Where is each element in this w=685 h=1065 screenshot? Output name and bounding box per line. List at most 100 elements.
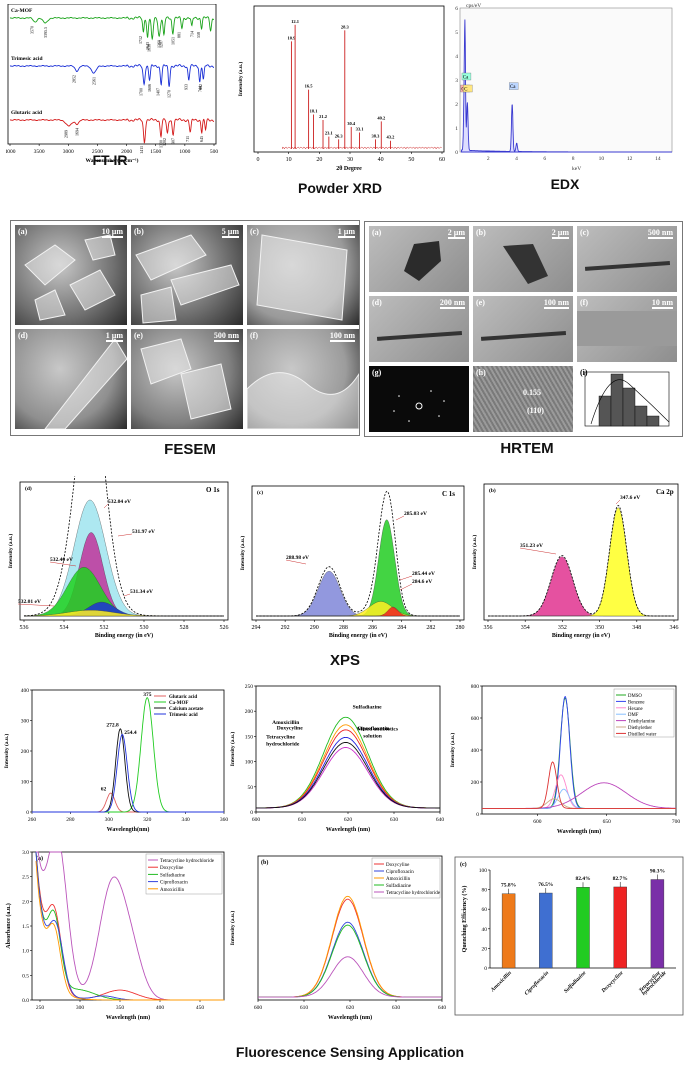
o1s-annot-line — [49, 561, 77, 567]
quench_spectra-series-2 — [258, 895, 442, 998]
ftir-peak-label: 645 — [199, 136, 204, 142]
ftir-chart: 4000 3500 3000 2500 2000 1500 1000 500 Wavenumbe… — [6, 4, 218, 164]
antibiotics-label: Mixed antibiotics — [357, 726, 398, 732]
ca2p-x-tick-label: 352 — [558, 625, 567, 631]
absorbance-legend-label: Ciprofloxacin — [160, 881, 188, 886]
quench-legend-label: Doxycyline — [386, 863, 410, 868]
absorbance-y-tick-label: 2.5 — [22, 875, 29, 881]
solvents-series-4 — [482, 782, 676, 809]
ftir-peak-label: 2561 — [91, 77, 96, 85]
lattice-label: (110) — [527, 406, 544, 415]
ftir-series-name: Trimesic acid — [11, 56, 43, 62]
ftir-peak-label: 2989 — [63, 130, 68, 138]
excitation-y-tick-label: 0 — [26, 810, 29, 816]
edx-x-tick-label: 14 — [655, 156, 661, 162]
antibiotics-xlabel: Wavelength (nm) — [326, 826, 370, 833]
ftir-peak-label: 1202 — [162, 138, 167, 146]
edx-element-tag — [509, 82, 519, 90]
excitation-peak-label: 254.4 — [124, 730, 137, 736]
absorbance-xlabel: Wavelength (nm) — [106, 1014, 150, 1021]
excitation-legend-label: Ca-MOF — [169, 701, 188, 706]
hrtem-figure: (a) 2 µm (b) 2 µm (c) 500 nm (d) 200 nm (e) 100 n… — [364, 221, 683, 437]
excitation-ylabel: Intensity (a.u.) — [3, 734, 10, 769]
edx-y-tick-label: 4 — [455, 54, 458, 60]
hrtem-scale-bar: 10 nm — [651, 298, 673, 309]
quench_spectra-series-1 — [258, 921, 442, 998]
c1s-annot-line — [399, 583, 413, 591]
excitation-legend-label: Trimesic acid — [169, 713, 198, 718]
c1s-x-tick-label: 286 — [368, 625, 377, 631]
hrtem-tile-label: (g) — [372, 368, 382, 377]
o1s-annotation: 532.40 eV — [50, 557, 73, 563]
c1s-annotation: 285.44 eV — [412, 571, 435, 577]
solvents-x-tick-label: 650 — [603, 819, 612, 825]
quench_spectra-ylabel: Intensity (a.u.) — [229, 911, 236, 946]
solvents-legend-label: Triethylamine — [628, 720, 655, 725]
ca2p-panel-label: (b) — [489, 487, 496, 494]
edx-x-tick-label: 8 — [572, 156, 575, 162]
xrd-peak-label: 33.1 — [356, 126, 365, 131]
quenching-y-tick-label: 60 — [482, 907, 488, 913]
xrd-xlabel: 2θ Degree — [336, 166, 362, 172]
absorbance-y-tick-label: 1.0 — [22, 949, 29, 955]
hrtem-rod — [376, 331, 463, 341]
quenching-y-tick-label: 80 — [482, 888, 488, 894]
ftir-peak-label: 682 — [198, 84, 203, 90]
antibiotics-y-tick-label: 150 — [245, 734, 254, 740]
xrd-peak-label: 26.3 — [335, 133, 344, 138]
quench_spectra-panel-label: (b) — [261, 859, 268, 866]
o1s-annotation: 532.04 eV — [108, 499, 131, 505]
hrtem-tile: (c) 500 nm — [577, 226, 677, 292]
fesem-title: FESEM — [164, 441, 216, 458]
quench-legend-label: Ciprofloxacin — [386, 870, 414, 875]
absorbance-legend-label: Doxycyline — [160, 866, 184, 871]
c1s-title: C 1s — [442, 490, 455, 498]
absorbance-y-tick-label: 0.0 — [22, 998, 29, 1004]
ftir-peak-label: 933 — [183, 84, 188, 90]
hrtem-tile-label: (e) — [476, 298, 485, 307]
c1s-annot-line — [395, 515, 405, 521]
c1s-envelope — [256, 490, 460, 617]
solvents-series-2 — [482, 774, 676, 809]
solvents-legend — [613, 688, 675, 738]
ca2p-annotation: 351.23 eV — [520, 543, 543, 549]
fesem-scale-bar: 1 µm — [337, 227, 355, 238]
hist-fit — [590, 379, 670, 425]
hrtem-tile-label: (c) — [580, 228, 589, 237]
ca2p-annotation: 347.6 eV — [620, 495, 640, 501]
edx-y-tick-label: 1 — [455, 126, 458, 132]
xrd-ylabel: Intensity (a.u.) — [237, 62, 244, 97]
o1s-x-tick-label: 528 — [180, 625, 189, 631]
excitation-series-0 — [32, 792, 224, 813]
xrd-x-tick-label: 40 — [378, 157, 384, 163]
c1s-component-2 — [256, 601, 460, 617]
o1s-annotation: 532.01 eV — [18, 599, 41, 605]
excitation-y-tick-label: 400 — [21, 688, 30, 694]
excitation-x-tick-label: 320 — [143, 817, 152, 823]
fesem-crystal — [170, 264, 240, 306]
antibiotics-label: hydrochloride — [266, 741, 300, 747]
ftir-peak-label: 1700 — [139, 88, 144, 96]
antibiotics-series-4 — [256, 747, 440, 809]
xrd-peak-label: 18.1 — [310, 109, 319, 114]
o1s-x-tick-label: 532 — [100, 625, 109, 631]
quenching-outer-frame — [454, 856, 684, 1016]
xrd-peak-label: 43.2 — [387, 135, 396, 140]
fesem-crystal — [180, 363, 232, 420]
solvents-legend-label: Benzene — [628, 700, 645, 705]
absorbance-legend-label: Amoxicillin — [160, 888, 185, 893]
xrd-peak-label: 40.2 — [377, 115, 386, 120]
quench-legend-label: Tetracycline hydrochloride — [386, 891, 441, 896]
solvents-legend-label: Hexane — [628, 707, 643, 712]
solvents-legend-label: DMF — [628, 713, 639, 718]
ftir-peak-label: 3570 — [30, 26, 35, 34]
absorbance-legend — [145, 853, 223, 895]
quenching-bar — [576, 887, 590, 969]
excitation-series-3 — [32, 733, 224, 813]
solvents-xlabel: Wavelength (nm) — [557, 828, 601, 835]
ftir-x-tick-label: 3500 — [34, 149, 45, 155]
excitation-chart: 260 280 300 320 340 360 0 100 200 300 400 Wavelengt… — [3, 688, 228, 833]
solvents-y-tick-label: 400 — [471, 748, 480, 754]
edx-y-tick-label: 6 — [455, 6, 458, 12]
ftir-x-tick-label: 2500 — [92, 149, 103, 155]
